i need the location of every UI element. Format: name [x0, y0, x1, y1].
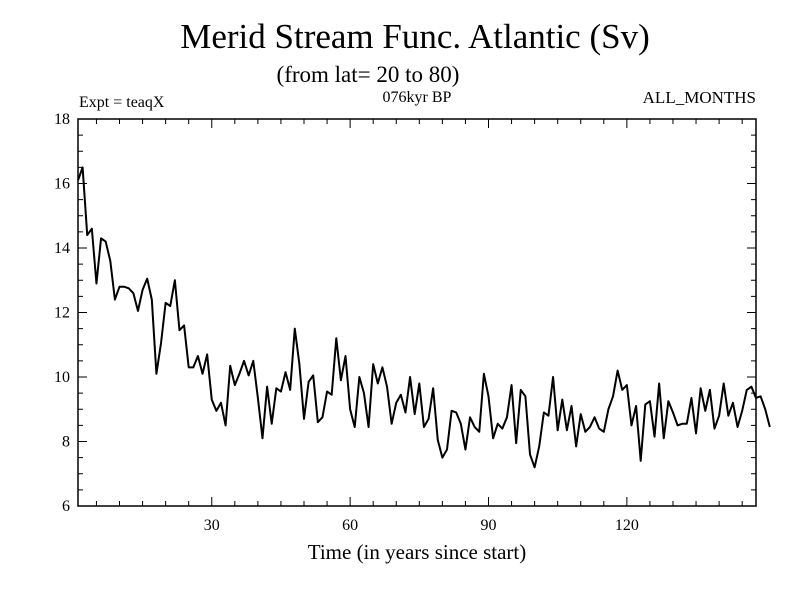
series-line — [77, 166, 771, 469]
period-label: 076kyr BP — [383, 89, 452, 106]
x-tick-label: 60 — [342, 517, 358, 534]
y-tick-label: 8 — [62, 434, 70, 451]
x-tick-label: 120 — [615, 517, 639, 534]
x-tick-label: 30 — [204, 517, 220, 534]
axis-ticks — [78, 118, 756, 507]
tick-labels: 6 8 10 12 14 16 18 30 60 90 120 — [54, 111, 639, 534]
x-tick-label: 90 — [480, 517, 496, 534]
chart-subtitle: (from lat= 20 to 80) — [277, 62, 460, 87]
plot-frame — [77, 118, 757, 507]
y-tick-label: 16 — [54, 176, 70, 193]
experiment-label: Expt = teaqX — [79, 94, 165, 111]
x-axis-label: Time (in years since start) — [308, 540, 527, 564]
months-label: ALL_MONTHS — [643, 88, 756, 107]
y-tick-label: 12 — [54, 305, 70, 322]
y-tick-label: 14 — [54, 240, 70, 257]
chart-title: Merid Stream Func. Atlantic (Sv) — [180, 17, 650, 56]
y-tick-label: 18 — [54, 111, 70, 128]
y-tick-label: 10 — [54, 369, 70, 386]
y-tick-label: 6 — [62, 498, 70, 515]
